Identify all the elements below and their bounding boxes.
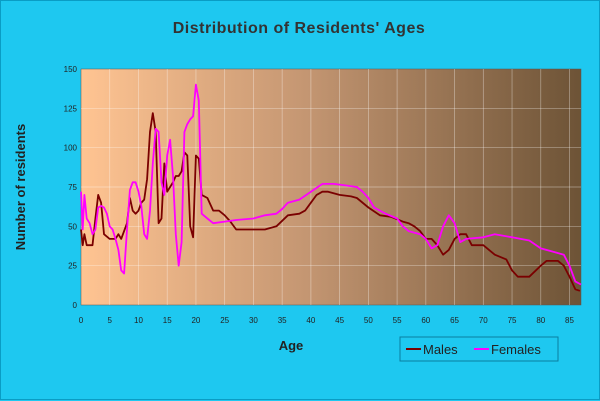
tick-labels: 0 25 50 75 100 125 150 0 5 10 15 20 25 30 35 40 45 50 55 60… — [64, 65, 575, 325]
legend: Males Females — [399, 336, 559, 362]
y-tick-label: 75 — [68, 183, 77, 192]
x-tick-label: 85 — [565, 316, 574, 325]
y-tick-label: 125 — [64, 104, 78, 113]
legend-label-males: Males — [423, 342, 458, 357]
x-tick-label: 70 — [479, 316, 488, 325]
y-tick-label: 50 — [68, 222, 77, 231]
series-lines — [80, 83, 582, 292]
y-tick-label: 25 — [68, 262, 77, 271]
series-line-females — [80, 83, 582, 286]
x-tick-label: 5 — [108, 316, 113, 325]
x-tick-label: 20 — [191, 316, 200, 325]
x-tick-label: 65 — [450, 316, 459, 325]
grid-lines — [81, 69, 581, 305]
x-tick-label: 10 — [134, 316, 143, 325]
legend-label-females: Females — [491, 342, 541, 357]
x-tick-label: 25 — [220, 316, 229, 325]
x-tick-label: 55 — [393, 316, 402, 325]
x-tick-label: 75 — [508, 316, 517, 325]
x-tick-label: 0 — [79, 316, 84, 325]
x-tick-label: 40 — [306, 316, 315, 325]
x-tick-label: 30 — [249, 316, 258, 325]
y-axis-label: Number of residents — [13, 124, 28, 250]
x-axis-label: Age — [279, 338, 304, 353]
y-tick-label: 100 — [64, 144, 78, 153]
chart-title: Distribution of Residents' Ages — [173, 20, 426, 37]
x-tick-label: 35 — [278, 316, 287, 325]
y-tick-label: 150 — [64, 65, 78, 74]
x-tick-label: 45 — [335, 316, 344, 325]
x-tick-label: 80 — [536, 316, 545, 325]
x-tick-label: 50 — [364, 316, 373, 325]
x-tick-label: 60 — [421, 316, 430, 325]
y-tick-label: 0 — [73, 301, 78, 310]
x-tick-label: 15 — [163, 316, 172, 325]
